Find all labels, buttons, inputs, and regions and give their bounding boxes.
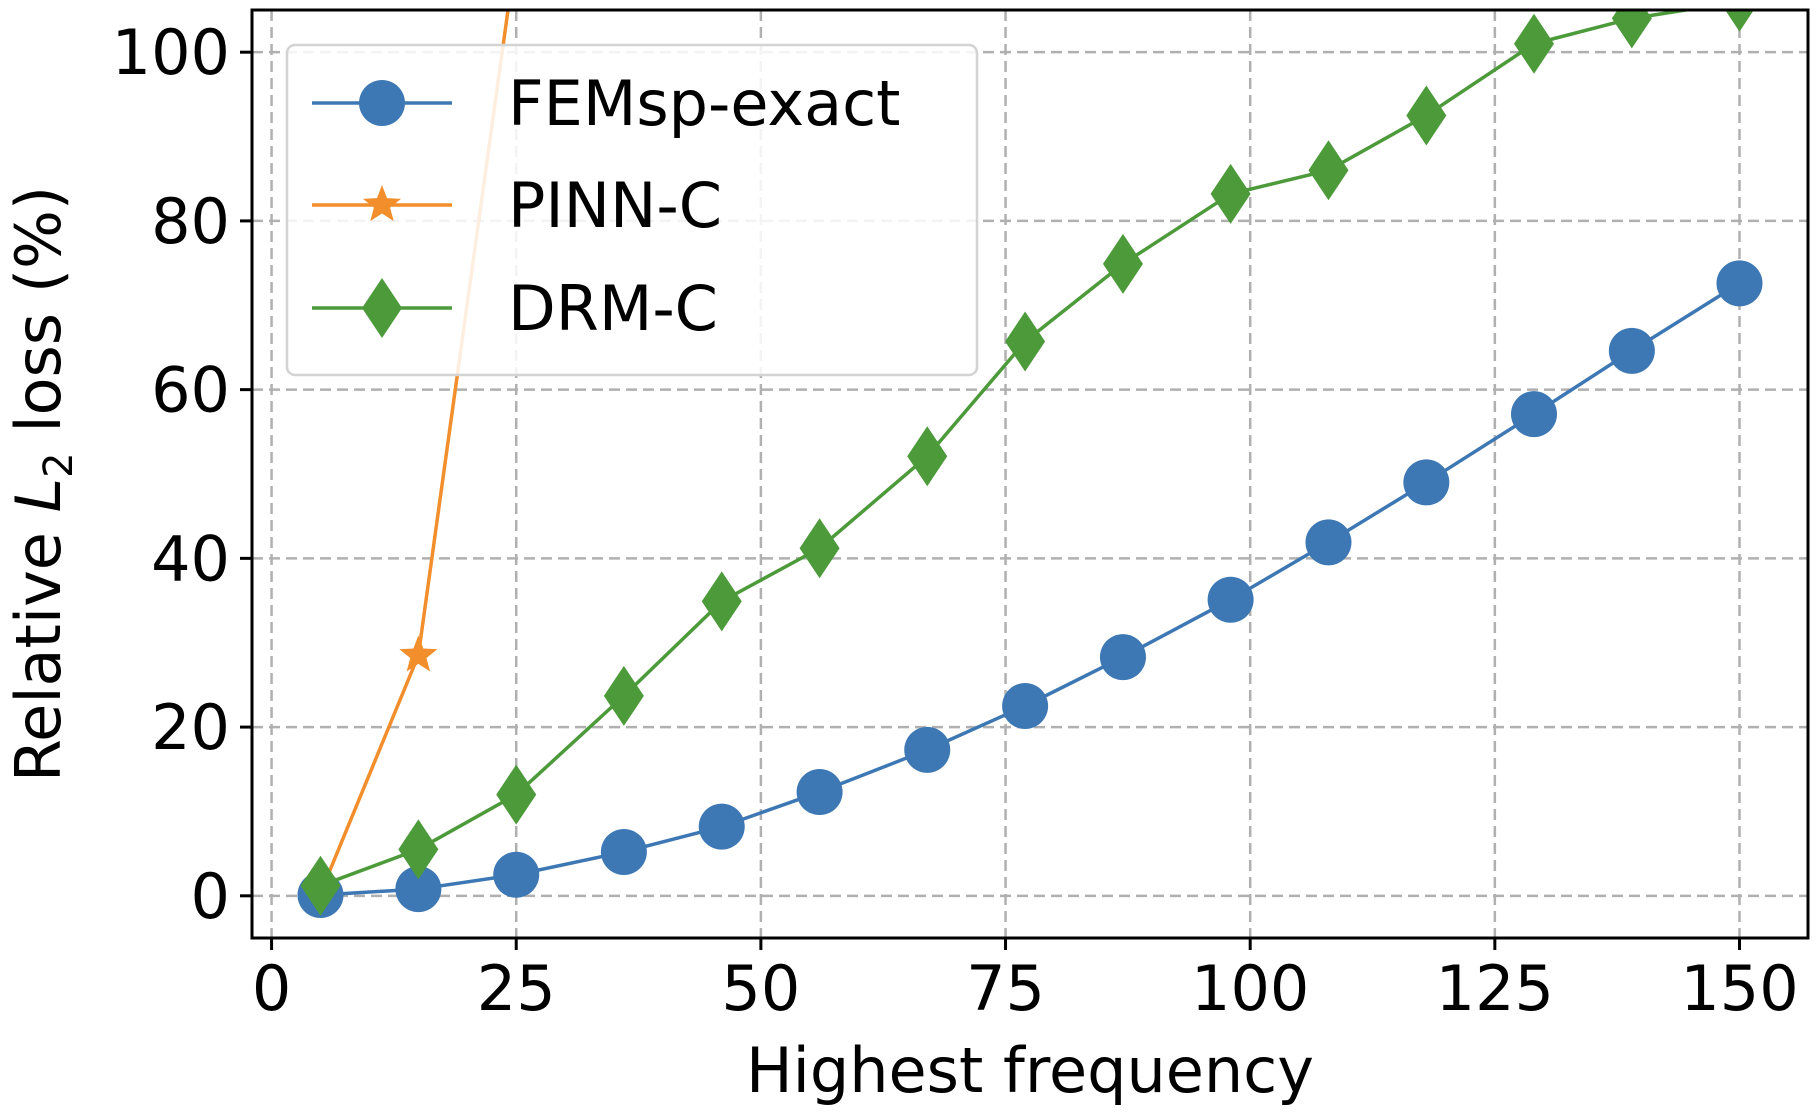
y-tick-label: 40 bbox=[151, 522, 230, 595]
femsp-exact-point bbox=[1510, 391, 1557, 438]
plot-frame bbox=[250, 8, 1810, 940]
drm-c-point bbox=[496, 764, 537, 825]
drm-c-point bbox=[1611, 10, 1652, 49]
legend-entry-femsp-exact: FEMsp-exact bbox=[312, 67, 901, 140]
legend-marker-drm-c bbox=[362, 278, 402, 338]
femsp-exact-point bbox=[796, 769, 843, 816]
femsp-exact-point bbox=[600, 828, 647, 875]
ticks: 0 25 50 75 100 125 150 0 20 40 60 80 100 bbox=[112, 16, 1799, 1025]
drm-c-point bbox=[1005, 311, 1046, 372]
drm-c-point bbox=[1406, 85, 1447, 146]
y-tick-label: 80 bbox=[151, 185, 230, 258]
legend-label-femsp-exact: FEMsp-exact bbox=[508, 67, 901, 140]
series-drm-c bbox=[300, 10, 1754, 916]
drm-c-point bbox=[1102, 233, 1143, 294]
y-tick-label: 100 bbox=[112, 16, 230, 89]
y-tick-label: 0 bbox=[191, 860, 230, 933]
drm-c-point bbox=[300, 855, 341, 916]
drm-c-point bbox=[603, 665, 644, 726]
drm-c-point bbox=[701, 571, 742, 632]
femsp-exact-point bbox=[1403, 459, 1450, 506]
pinn-c-point bbox=[399, 635, 438, 672]
legend-label-drm-c: DRM-C bbox=[508, 272, 718, 345]
x-tick-label: 75 bbox=[966, 952, 1045, 1025]
femsp-exact-point bbox=[493, 851, 540, 898]
femsp-exact-point bbox=[904, 726, 951, 773]
drm-c-point bbox=[1210, 163, 1251, 224]
legend-marker-femsp-exact bbox=[359, 80, 405, 126]
x-tick-label: 150 bbox=[1680, 952, 1798, 1025]
drm-c-point bbox=[1513, 13, 1554, 74]
femsp-exact-point bbox=[1002, 683, 1049, 729]
x-tick-label: 125 bbox=[1436, 952, 1554, 1025]
y-axis-title-subscript: 2 bbox=[36, 452, 82, 477]
legend-box bbox=[285, 43, 979, 377]
y-axis-title-suffix: loss (%) bbox=[2, 186, 75, 452]
x-tick-label: 0 bbox=[252, 952, 291, 1025]
femsp-exact-point bbox=[1716, 260, 1763, 307]
legend-label-pinn-c: PINN-C bbox=[508, 169, 722, 242]
legend-entry-pinn-c: PINN-C bbox=[312, 169, 722, 242]
x-tick-label: 25 bbox=[477, 952, 556, 1025]
drm-c-point bbox=[907, 426, 948, 487]
femsp-exact-point bbox=[395, 866, 442, 913]
femsp-exact-point bbox=[1305, 519, 1352, 566]
legend: FEMsp-exact PINN-C DRM-C bbox=[285, 43, 979, 377]
drm-c-point bbox=[799, 518, 840, 579]
y-tick-label: 20 bbox=[151, 691, 230, 764]
series-layer bbox=[297, 10, 1763, 918]
legend-marker-pinn-c bbox=[362, 185, 402, 222]
x-axis-title: Highest frequency bbox=[746, 1034, 1314, 1107]
legend-entry-drm-c: DRM-C bbox=[312, 272, 718, 345]
y-axis-title-prefix: Relative bbox=[2, 512, 75, 782]
drm-c-point bbox=[1725, 10, 1754, 32]
femsp-exact-point bbox=[1099, 634, 1146, 681]
x-tick-label: 100 bbox=[1191, 952, 1309, 1025]
y-tick-label: 60 bbox=[151, 354, 230, 427]
y-axis-title: Relative L2 loss (%) bbox=[2, 186, 82, 782]
femsp-exact-point bbox=[698, 803, 745, 850]
drm-c-point bbox=[1308, 140, 1349, 201]
femsp-exact-point bbox=[1608, 327, 1655, 374]
x-tick-label: 50 bbox=[721, 952, 800, 1025]
y-axis-title-variable: L bbox=[2, 478, 75, 513]
drm-c-point bbox=[398, 819, 439, 880]
femsp-exact-point bbox=[1207, 576, 1254, 623]
